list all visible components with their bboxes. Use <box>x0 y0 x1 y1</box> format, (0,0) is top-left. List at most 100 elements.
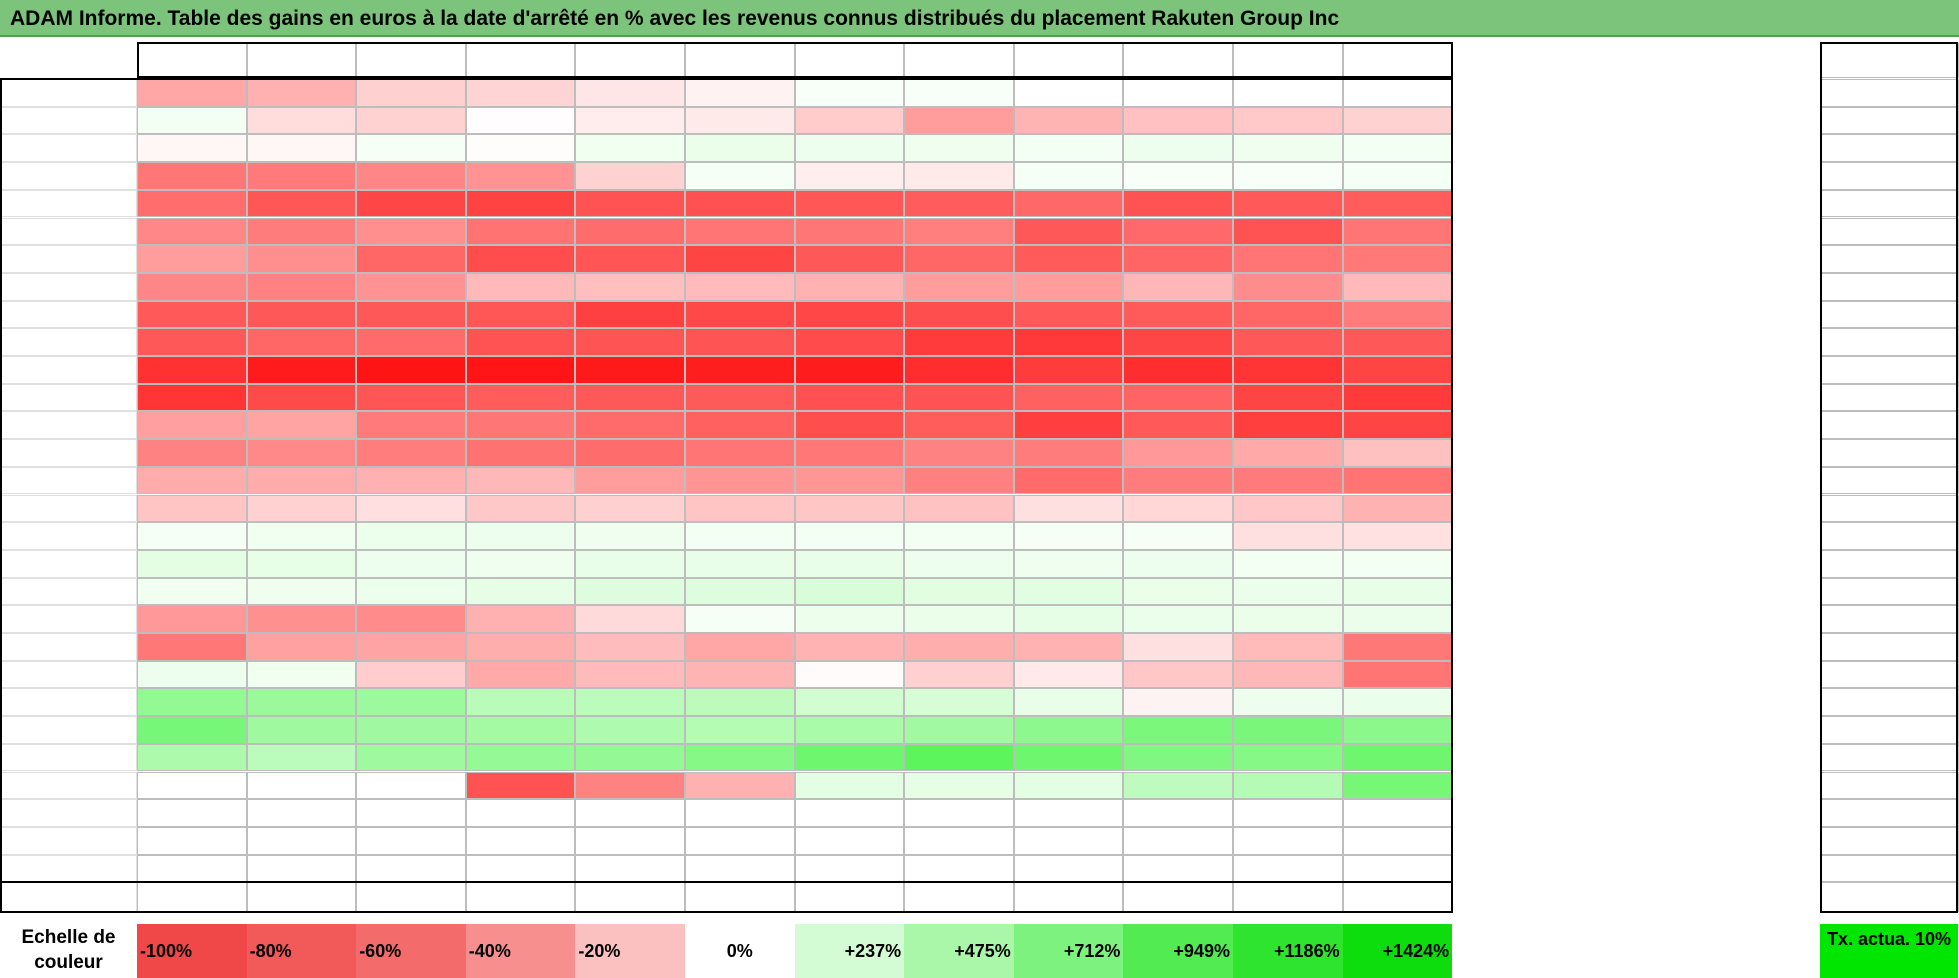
table-cell <box>794 466 905 495</box>
table-cell <box>794 743 905 772</box>
table-cell <box>685 272 795 301</box>
table-cell <box>1013 245 1124 273</box>
table-cell <box>137 466 247 495</box>
table-cell <box>904 79 1014 107</box>
year-label <box>0 272 137 301</box>
table-cell <box>356 549 466 578</box>
color-scale-swatch: +1186% <box>1233 924 1343 978</box>
table-cell <box>1233 134 1343 163</box>
column-header-10 <box>1123 43 1233 78</box>
table-cell <box>1013 494 1124 523</box>
table-cell <box>794 356 905 384</box>
table-cell <box>794 328 905 356</box>
table-cell <box>1233 688 1343 717</box>
table-cell <box>1013 300 1124 329</box>
table-cell <box>465 494 576 523</box>
table-cell <box>246 549 357 578</box>
table-cell <box>904 743 1014 772</box>
tx-actuariel-cell <box>1820 688 1959 717</box>
year-label <box>0 162 137 190</box>
table-cell <box>246 466 357 495</box>
table-cell <box>356 439 466 467</box>
table-cell <box>465 411 576 440</box>
tx-actuariel-cell <box>1820 328 1959 356</box>
color-scale-swatch: +712% <box>1013 924 1124 978</box>
table-cell <box>794 494 905 523</box>
table-cell <box>246 106 357 135</box>
table-cell <box>1013 633 1124 661</box>
table-cell <box>794 549 905 578</box>
table-cell <box>575 439 685 467</box>
table-cell <box>1013 826 1124 855</box>
table-cell <box>1123 106 1233 135</box>
table-cell <box>794 522 905 550</box>
table-cell <box>1123 272 1233 301</box>
table-cell <box>685 162 795 190</box>
table-cell <box>1233 716 1343 744</box>
table-cell <box>137 577 247 606</box>
table-cell <box>575 272 685 301</box>
summary-cell <box>904 882 1014 912</box>
table-cell <box>685 217 795 246</box>
table-cell <box>246 633 357 661</box>
table-cell <box>1233 577 1343 606</box>
year-label <box>0 245 137 273</box>
column-header-2 <box>246 43 357 78</box>
summary-cell <box>465 882 576 912</box>
table-cell <box>794 79 905 107</box>
table-cell <box>1342 660 1453 689</box>
table-cell <box>246 79 357 107</box>
table-cell <box>685 411 795 440</box>
table-cell <box>575 245 685 273</box>
table-cell <box>575 799 685 827</box>
table-cell <box>246 217 357 246</box>
table-cell <box>1233 411 1343 440</box>
table-cell <box>904 300 1014 329</box>
table-cell <box>1013 854 1124 883</box>
table-cell <box>685 522 795 550</box>
summary-cell <box>685 882 795 912</box>
table-cell <box>465 577 576 606</box>
table-cell <box>794 633 905 661</box>
table-cell <box>1013 217 1124 246</box>
table-cell <box>1013 688 1124 717</box>
table-cell <box>356 688 466 717</box>
table-cell <box>1233 356 1343 384</box>
year-label <box>0 716 137 744</box>
table-cell <box>356 799 466 827</box>
table-cell <box>137 522 247 550</box>
table-cell <box>575 328 685 356</box>
table-cell <box>904 494 1014 523</box>
table-cell <box>356 162 466 190</box>
table-cell <box>904 134 1014 163</box>
table-cell <box>356 605 466 633</box>
table-cell <box>1233 189 1343 218</box>
table-cell <box>465 660 576 689</box>
table-cell <box>1123 245 1233 273</box>
year-label <box>0 79 137 107</box>
table-cell <box>575 633 685 661</box>
table-cell <box>1342 633 1453 661</box>
table-cell <box>137 162 247 190</box>
table-cell <box>1233 743 1343 772</box>
tx-actuariel-cell <box>1820 743 1959 772</box>
year-label <box>0 605 137 633</box>
summary-cell <box>1123 882 1233 912</box>
table-cell <box>1233 162 1343 190</box>
table-cell <box>575 162 685 190</box>
table-cell <box>137 300 247 329</box>
table-cell <box>904 383 1014 412</box>
table-cell <box>246 605 357 633</box>
tx-actuariel-cell <box>1820 300 1959 329</box>
color-scale-swatch: 0% <box>685 924 795 978</box>
table-cell <box>137 854 247 883</box>
table-cell <box>356 383 466 412</box>
table-cell <box>904 162 1014 190</box>
table-cell <box>1123 466 1233 495</box>
summary-cell <box>794 882 905 912</box>
table-cell <box>904 189 1014 218</box>
table-cell <box>246 494 357 523</box>
table-cell <box>1233 383 1343 412</box>
table-cell <box>246 189 357 218</box>
tx-actuariel-cell <box>1820 771 1959 800</box>
